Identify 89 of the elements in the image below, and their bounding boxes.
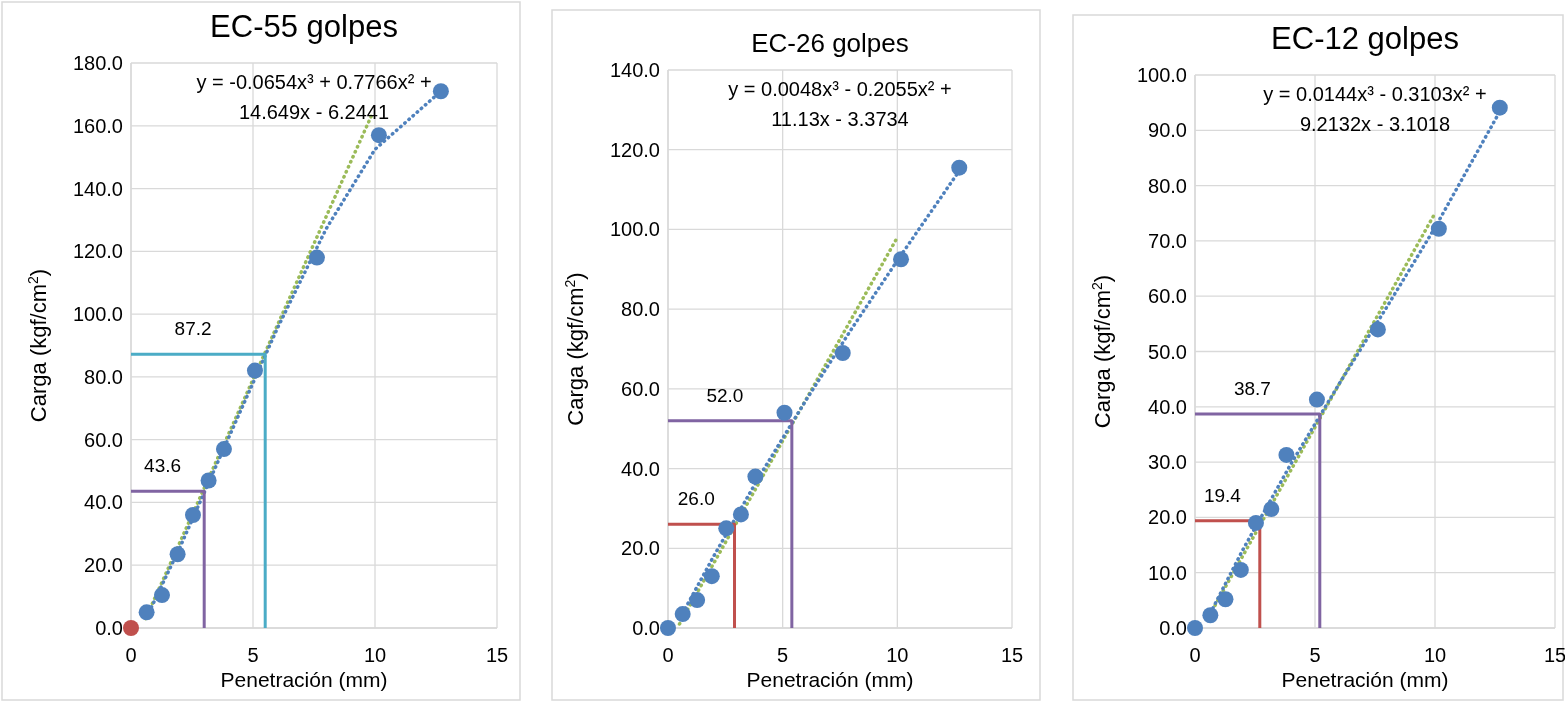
- point: [776, 404, 793, 421]
- x-tick-label: 0: [1189, 644, 1201, 666]
- point: [308, 249, 325, 266]
- point: [732, 506, 749, 523]
- y-tick-label: 0.0: [1159, 617, 1187, 639]
- point: [674, 606, 691, 623]
- y-tick-label: 40.0: [1148, 395, 1187, 418]
- annotation: y = -0.0654x³ + 0.7766x² + 14.649x - 6.2441: [196, 71, 432, 123]
- point: [703, 568, 720, 585]
- point: [153, 587, 170, 604]
- point: [834, 344, 851, 361]
- y-tick-label: 20.0: [84, 554, 123, 577]
- point: [1263, 501, 1280, 518]
- chart-title: EC-26 golpes: [751, 28, 909, 58]
- y-tick-label: 100.0: [1136, 64, 1187, 86]
- y-tick-label: 0.0: [95, 617, 123, 639]
- x-axis-title: Penetración (mm): [220, 668, 388, 691]
- y-tick-label: 140.0: [72, 177, 123, 200]
- point: [1187, 620, 1203, 636]
- point: [893, 251, 909, 268]
- y-tick-label: 100.0: [609, 218, 660, 241]
- point: [432, 83, 449, 100]
- point: [689, 592, 706, 609]
- y-tick-label: 0.0: [632, 617, 660, 639]
- x-tick-label: 5: [777, 644, 789, 666]
- point: [1369, 321, 1386, 338]
- point: [169, 546, 186, 563]
- x-tick-label: 10: [886, 644, 909, 666]
- point: [1430, 220, 1447, 237]
- point: [1247, 514, 1264, 531]
- y-tick-label: 90.0: [1148, 119, 1187, 142]
- annotation: 38.7: [1233, 378, 1271, 399]
- point: [123, 620, 139, 636]
- x-tick-label: 5: [247, 644, 259, 666]
- x-tick-label: 15: [1000, 644, 1024, 666]
- y-tick-label: 50.0: [1148, 340, 1187, 363]
- annotation: y = 0.0144x³ - 0.3103x² + 9.2132x - 3.1018: [1263, 83, 1487, 135]
- annotation: y = 0.0048x³ - 0.2055x² + 11.13x - 3.3734: [728, 78, 952, 130]
- point: [200, 472, 217, 489]
- y-tick-label: 140.0: [609, 59, 660, 81]
- annotation: 26.0: [677, 488, 715, 510]
- point: [1202, 607, 1219, 624]
- y-tick-label: 60.0: [621, 377, 660, 400]
- point: [747, 468, 764, 485]
- y-tick-label: 20.0: [621, 537, 660, 560]
- chart-title: EC-12 golpes: [1271, 21, 1459, 56]
- point: [1278, 446, 1295, 463]
- y-tick-label: 20.0: [1148, 506, 1187, 529]
- y-tick-label: 80.0: [1148, 174, 1187, 197]
- annotation: 87.2: [174, 318, 212, 340]
- x-tick-label: 0: [125, 644, 137, 666]
- annotation: 19.4: [1203, 484, 1242, 506]
- y-tick-label: 180.0: [72, 52, 123, 74]
- x-tick-label: 10: [363, 644, 387, 666]
- point: [246, 362, 263, 379]
- x-tick-label: 15: [485, 644, 509, 666]
- y-tick-label: 30.0: [1148, 451, 1187, 474]
- y-tick-label: 70.0: [1148, 229, 1187, 252]
- point: [138, 604, 155, 621]
- x-axis-title: Penetración (mm): [1281, 668, 1449, 691]
- y-tick-label: 120.0: [72, 240, 123, 263]
- x-tick-label: 10: [1423, 644, 1447, 666]
- y-tick-label: 10.0: [1148, 561, 1187, 584]
- point: [660, 620, 676, 636]
- x-tick-label: 0: [662, 644, 674, 666]
- point: [1308, 391, 1325, 408]
- annotation: 43.6: [144, 455, 182, 477]
- y-tick-label: 160.0: [72, 114, 123, 137]
- x-axis-title: Penetración (mm): [746, 668, 914, 691]
- y-tick-label: 80.0: [621, 298, 660, 321]
- point: [718, 520, 735, 537]
- point: [1491, 99, 1508, 116]
- point: [1217, 591, 1234, 608]
- point: [951, 159, 968, 176]
- point: [215, 441, 232, 458]
- y-tick-label: 120.0: [609, 138, 660, 161]
- point: [1232, 561, 1249, 578]
- y-tick-label: 60.0: [84, 428, 123, 451]
- point: [184, 507, 201, 523]
- chart-title: EC-55 golpes: [210, 9, 398, 44]
- y-tick-label: 40.0: [84, 491, 123, 514]
- y-tick-label: 100.0: [72, 303, 123, 326]
- x-tick-label: 5: [1309, 644, 1321, 666]
- y-tick-label: 80.0: [84, 365, 123, 388]
- y-tick-label: 40.0: [621, 457, 660, 480]
- annotation: 52.0: [706, 384, 744, 406]
- x-tick-label: 15: [1543, 644, 1565, 666]
- y-tick-label: 60.0: [1148, 285, 1187, 308]
- point: [370, 127, 387, 144]
